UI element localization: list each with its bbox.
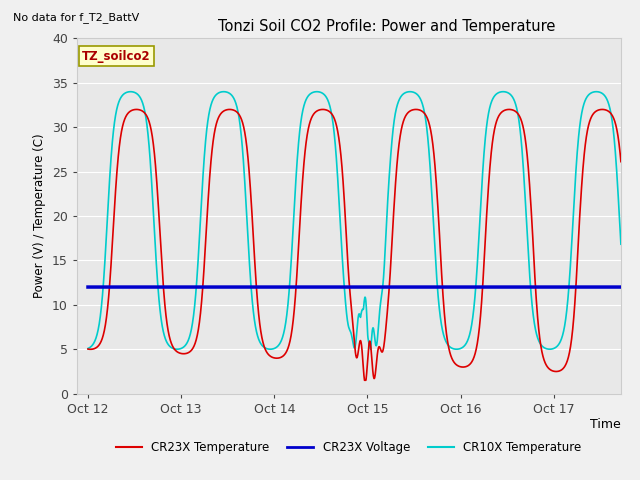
Text: No data for f_T2_BattV: No data for f_T2_BattV bbox=[13, 12, 139, 23]
Text: TZ_soilco2: TZ_soilco2 bbox=[82, 50, 151, 63]
Title: Tonzi Soil CO2 Profile: Power and Temperature: Tonzi Soil CO2 Profile: Power and Temper… bbox=[218, 20, 556, 35]
X-axis label: Time: Time bbox=[590, 419, 621, 432]
Y-axis label: Power (V) / Temperature (C): Power (V) / Temperature (C) bbox=[33, 134, 46, 298]
Legend: CR23X Temperature, CR23X Voltage, CR10X Temperature: CR23X Temperature, CR23X Voltage, CR10X … bbox=[111, 436, 586, 459]
